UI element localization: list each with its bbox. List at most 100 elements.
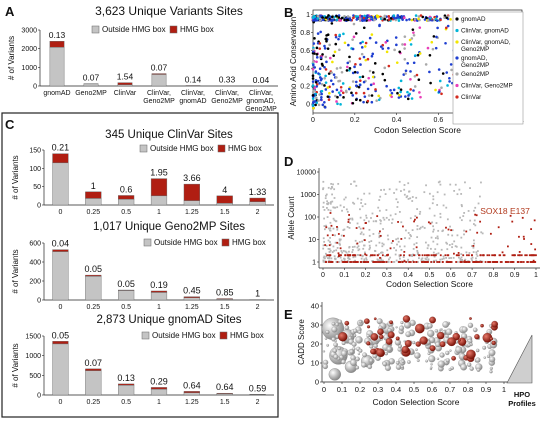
scatter-point-grey (324, 228, 326, 230)
hpo-size-wedge (507, 335, 532, 383)
bubble-grey (476, 349, 479, 352)
bubble-grey (338, 320, 342, 324)
y-tick-label: 0 (315, 378, 319, 387)
scatter-point-red (409, 254, 411, 256)
scatter-point-grey (439, 259, 441, 261)
scatter-point-red (340, 247, 342, 249)
scatter-point-red (464, 260, 466, 262)
scatter-point-red (426, 261, 428, 263)
scatter-point (325, 81, 328, 84)
scatter-point (342, 82, 345, 85)
legend-label-hmg: HMG box (180, 25, 214, 34)
y-tick-label: 400 (29, 260, 41, 267)
scatter-point (397, 87, 400, 90)
scatter-point (331, 90, 334, 93)
scatter-point-grey (357, 254, 359, 256)
scatter-point (358, 18, 361, 21)
scatter-point-grey (335, 242, 337, 244)
scatter-point-red (337, 261, 339, 263)
scatter-point-grey (362, 248, 364, 250)
scatter-point (414, 54, 417, 57)
bar-hmg (53, 250, 69, 252)
scatter-point-red (399, 261, 401, 263)
scatter-point-grey (351, 251, 353, 253)
scatter-point-red (413, 221, 415, 223)
scatter-point (419, 96, 422, 99)
y-tick-label: 1000 (25, 353, 41, 360)
scatter-point-grey (364, 245, 366, 247)
scatter-point-grey (463, 212, 465, 214)
bubble-grey (473, 328, 477, 332)
scatter-point (325, 16, 328, 19)
x-tick-label: 0.5 (425, 272, 435, 279)
bar-hmg (50, 41, 64, 47)
scatter-point (325, 38, 328, 41)
scatter-point-grey (347, 226, 349, 228)
scatter-point-grey (330, 188, 332, 190)
scatter-point-grey (343, 199, 345, 201)
scatter-point-red (519, 254, 521, 256)
bubble-grey (449, 350, 451, 352)
bubble-grey (417, 359, 420, 362)
scatter-point-red (382, 254, 384, 256)
scatter-point (433, 35, 436, 38)
scatter-point-red (402, 261, 404, 263)
scatter-point-grey (323, 256, 325, 258)
scatter-point-grey (368, 248, 370, 250)
bubble-grey (335, 323, 339, 327)
scatter-point-grey (360, 228, 362, 230)
x-category-label: 0 (58, 209, 62, 216)
scatter-point (359, 42, 362, 45)
scatter-point (436, 15, 439, 18)
bar-outside-hmg (151, 389, 167, 395)
bubble-red (405, 340, 412, 347)
scatter-point-grey (353, 203, 355, 205)
scatter-point (414, 18, 417, 21)
bubble-grey (414, 352, 420, 358)
bar-value-label: 4 (222, 185, 227, 195)
bubble-grey (439, 329, 441, 331)
scatter-point-grey (469, 187, 471, 189)
scatter-point-grey (449, 184, 451, 186)
scatter-point (436, 19, 439, 22)
x-category-label: 0 (58, 399, 62, 406)
y-tick-label: 0 (37, 203, 41, 210)
legend-label-hmg: HMG box (228, 144, 262, 153)
bar-hmg (53, 154, 69, 163)
scatter-point-grey (323, 202, 325, 204)
scatter-point (336, 103, 339, 106)
scatter-point (319, 67, 322, 70)
scatter-point (389, 89, 392, 92)
scatter-point-grey (349, 227, 351, 229)
scatter-point-grey (338, 261, 340, 263)
scatter-point-red (329, 244, 331, 246)
scatter-point (432, 48, 435, 51)
scatter-point-grey (437, 236, 439, 238)
bubble-grey (489, 349, 496, 356)
scatter-point-grey (379, 242, 381, 244)
scatter-point (409, 78, 412, 81)
scatter-point-red (518, 236, 520, 238)
bar-value-label: 0.64 (183, 380, 201, 390)
scatter-point-red (507, 246, 509, 248)
bubble-grey (430, 363, 432, 365)
scatter-point-red (415, 261, 417, 263)
legend-swatch-outside (144, 239, 151, 246)
scatter-point-grey (325, 225, 327, 227)
x-category-label: gnomAD, (246, 98, 275, 105)
scatter-point-red (504, 254, 506, 256)
scatter-point (363, 56, 366, 59)
scatter-point-grey (415, 197, 417, 199)
scatter-point-grey (368, 241, 370, 243)
bubble-grey (354, 334, 357, 337)
bubble-grey (367, 365, 372, 370)
scatter-point (418, 91, 421, 94)
y-tick-label: 40 (311, 302, 319, 311)
scatter-point (339, 19, 342, 22)
scatter-point-grey (326, 207, 328, 209)
x-category-label: 0.5 (121, 304, 131, 311)
scatter-point-grey (425, 242, 427, 244)
scatter-point-red (410, 261, 412, 263)
scatter-point-red (530, 254, 532, 256)
scatter-point-red (365, 222, 367, 224)
